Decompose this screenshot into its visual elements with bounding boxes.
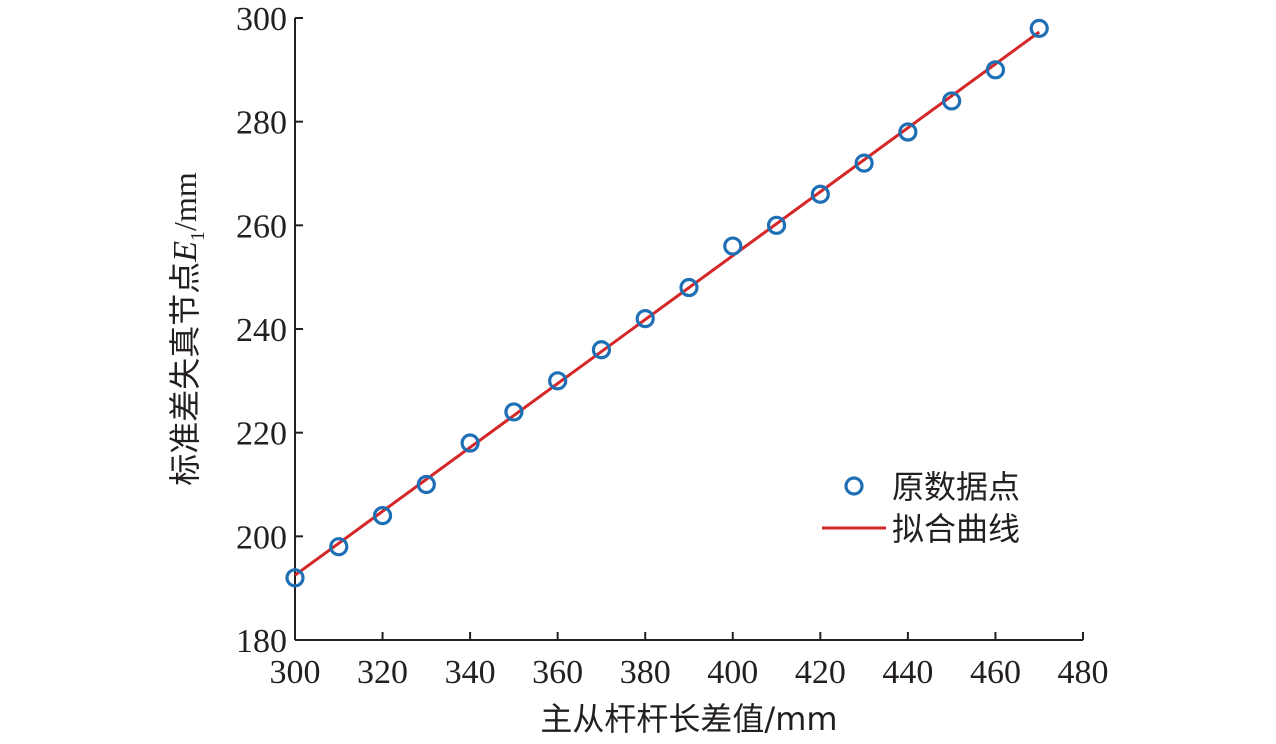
x-tick-label: 400 — [707, 654, 758, 691]
x-tick-label: 460 — [970, 654, 1021, 691]
x-tick-label: 340 — [445, 654, 496, 691]
data-point — [635, 309, 655, 329]
data-point — [1029, 18, 1049, 38]
x-tick-label: 440 — [882, 654, 933, 691]
data-point — [548, 371, 568, 391]
legend-marker-data-points — [844, 476, 864, 496]
x-tick-label: 320 — [357, 654, 408, 691]
y-tick-label: 220 — [236, 416, 287, 453]
data-point — [898, 122, 918, 142]
y-tick-label: 180 — [236, 623, 287, 660]
y-axis-label-unit: /mm — [167, 172, 203, 231]
x-tick-label: 380 — [620, 654, 671, 691]
y-tick-label: 280 — [236, 105, 287, 142]
data-point — [372, 505, 393, 526]
x-tick-label: 360 — [532, 654, 583, 691]
data-point — [810, 184, 830, 204]
y-axis-label-prefix: 标准差失真节点 — [166, 262, 204, 486]
data-point — [854, 153, 874, 173]
data-point — [329, 537, 349, 557]
x-ticks: 300 320 340 360 380 400 420 440 460 480 — [270, 632, 1109, 691]
data-point — [416, 474, 436, 495]
x-tick-label: 480 — [1058, 654, 1109, 691]
data-point — [723, 236, 743, 256]
data-point — [942, 91, 962, 111]
y-tick-label: 260 — [236, 208, 287, 245]
y-tick-label: 200 — [236, 519, 287, 556]
data-point — [504, 402, 524, 422]
data-point — [591, 340, 612, 360]
data-point — [985, 60, 1006, 80]
plot-area — [285, 18, 1049, 588]
data-point — [766, 215, 787, 235]
y-ticks: 180 200 220 240 260 280 300 — [236, 1, 303, 660]
legend-label-fit-curve: 拟合曲线 — [892, 510, 1020, 548]
x-tick-label: 420 — [795, 654, 846, 691]
data-point — [460, 433, 480, 453]
y-tick-label: 240 — [236, 312, 287, 349]
x-axis-label: 主从杆杆长差值/mm — [540, 700, 837, 738]
y-axis-label-sub: 1 — [187, 231, 209, 241]
y-axis-label: 标准差失真节点E1/mm — [166, 172, 209, 486]
y-tick-label: 300 — [236, 1, 287, 38]
legend-label-data-points: 原数据点 — [892, 468, 1020, 506]
legend: 原数据点 拟合曲线 — [822, 468, 1020, 548]
data-point — [679, 277, 699, 298]
y-axis-label-var: E — [167, 241, 204, 263]
x-tick-label: 300 — [270, 654, 321, 691]
data-point — [285, 568, 305, 588]
